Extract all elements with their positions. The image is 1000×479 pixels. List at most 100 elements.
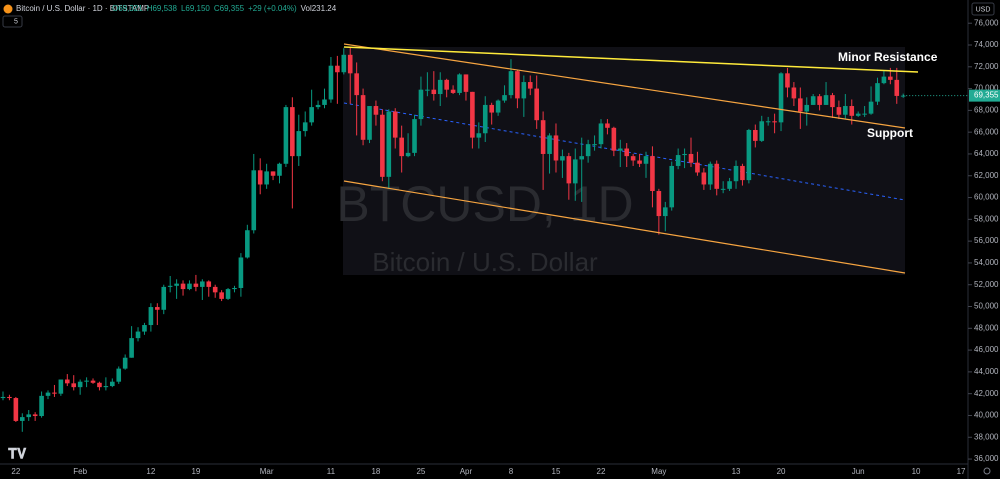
candle-body xyxy=(399,137,404,157)
ohlc-value: L69,150 xyxy=(181,4,210,13)
candle-body xyxy=(418,89,424,120)
x-tick-label: Jun xyxy=(852,467,865,476)
candle-body xyxy=(733,165,739,182)
y-tick-label: 66,000 xyxy=(974,127,999,136)
candle-body xyxy=(585,144,591,157)
y-tick-label: 52,000 xyxy=(974,280,999,289)
indicator-count: 5 xyxy=(14,18,18,25)
resistance-line xyxy=(343,46,919,73)
annotation: Support xyxy=(867,126,913,140)
watermark-name: Bitcoin / U.S. Dollar xyxy=(372,247,598,277)
candle-body xyxy=(868,101,874,114)
candle-body xyxy=(373,106,379,115)
candle-body xyxy=(482,104,488,134)
x-tick-label: 15 xyxy=(552,467,561,476)
candle-body xyxy=(367,106,372,140)
x-tick-label: 25 xyxy=(416,467,425,476)
candle-body xyxy=(193,283,199,287)
candle-body xyxy=(257,170,263,185)
x-tick-label: Feb xyxy=(73,467,87,476)
candle-body xyxy=(624,148,630,157)
candle-body xyxy=(245,230,250,258)
candle-body xyxy=(187,283,192,290)
y-tick-label: 42,000 xyxy=(974,389,999,398)
candle-body xyxy=(746,129,752,181)
x-tick-label: Apr xyxy=(460,467,473,476)
candle-body xyxy=(502,95,507,101)
candle-body xyxy=(148,307,154,326)
candle-body xyxy=(765,121,771,123)
candle-body xyxy=(431,89,437,95)
candle-body xyxy=(630,156,636,161)
candle-body xyxy=(547,135,552,154)
candle-body xyxy=(669,165,675,208)
last-price-tag xyxy=(969,89,1000,102)
candle-body xyxy=(155,307,160,310)
candle-body xyxy=(778,73,784,123)
candle-body xyxy=(740,165,745,181)
candle-body xyxy=(650,156,655,192)
candle-body xyxy=(437,79,443,95)
candle-body xyxy=(167,285,173,287)
candle-body xyxy=(328,65,334,100)
candle-body xyxy=(572,159,578,184)
candle-body xyxy=(489,104,494,113)
ohlc-value: H69,538 xyxy=(147,4,178,13)
candle-body xyxy=(888,76,893,80)
candle-body xyxy=(290,107,295,157)
indicator-toggle[interactable] xyxy=(2,15,23,28)
candle-body xyxy=(862,113,867,115)
candle-body xyxy=(110,381,115,387)
candle-body xyxy=(116,368,122,382)
channel-upper xyxy=(343,43,906,129)
candle-body xyxy=(753,129,758,141)
y-tick-label: 74,000 xyxy=(974,40,999,49)
x-tick-label: Mar xyxy=(260,467,274,476)
candle-body xyxy=(598,123,604,145)
x-tick-label: 22 xyxy=(597,467,606,476)
y-tick-label: 44,000 xyxy=(974,367,999,376)
last-price-label: 69,355 xyxy=(974,91,999,100)
currency-button[interactable] xyxy=(971,2,995,16)
candle-body xyxy=(412,119,417,153)
candle-body xyxy=(7,396,12,399)
candle-body xyxy=(32,414,38,417)
x-tick-label: 8 xyxy=(509,467,514,476)
y-tick-label: 38,000 xyxy=(974,432,999,441)
candle-body xyxy=(212,286,218,293)
candle-body xyxy=(39,395,44,417)
candle-body xyxy=(58,379,64,394)
candle-body xyxy=(174,283,179,286)
candle-body xyxy=(643,156,649,164)
candle-body xyxy=(90,380,96,383)
candle-body xyxy=(26,414,32,418)
candle-body xyxy=(200,281,205,287)
y-tick-label: 60,000 xyxy=(974,193,999,202)
candle-body xyxy=(225,289,231,299)
candle-body xyxy=(84,380,89,382)
x-tick-label: 13 xyxy=(732,467,741,476)
candle-body xyxy=(97,382,102,388)
candle-body xyxy=(180,283,186,290)
candle-body xyxy=(759,121,765,141)
ohlc-value: Vol231.24 xyxy=(301,4,337,13)
x-tick-label: 19 xyxy=(191,467,200,476)
candle-body xyxy=(495,100,501,113)
candle-body xyxy=(335,65,340,73)
candle-body xyxy=(463,74,469,92)
candle-body xyxy=(77,381,83,388)
tv-logo: 𝐓𝐕 xyxy=(8,446,27,462)
x-tick-label: 10 xyxy=(912,467,921,476)
settings-icon[interactable] xyxy=(983,467,991,475)
candle-body xyxy=(341,54,347,73)
x-tick-label: 20 xyxy=(777,467,786,476)
candle-body xyxy=(135,331,141,339)
symbol-icon xyxy=(3,4,13,14)
candle-body xyxy=(515,71,520,99)
channel-box xyxy=(343,47,905,275)
candle-body xyxy=(855,113,861,116)
channel-lower xyxy=(343,180,906,274)
candle-body xyxy=(830,95,835,108)
candle-body xyxy=(315,104,321,108)
